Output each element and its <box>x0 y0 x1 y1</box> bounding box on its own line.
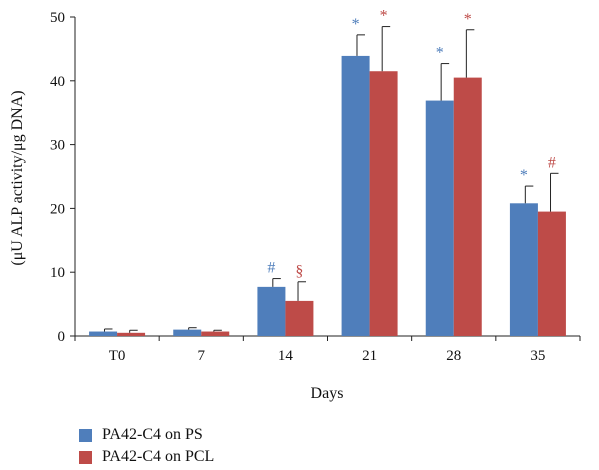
error-bars <box>103 26 559 333</box>
x-tick-label: 7 <box>198 348 206 364</box>
significance-marker: * <box>436 45 444 62</box>
y-tick-label: 40 <box>50 74 65 90</box>
x-tick-label: 35 <box>530 348 545 364</box>
significance-markers: # * * * § * * # <box>267 8 556 280</box>
significance-marker: # <box>548 154 556 171</box>
bar <box>341 55 370 336</box>
y-tick-label: 30 <box>50 138 65 154</box>
bar <box>173 329 202 336</box>
bar <box>89 331 118 336</box>
legend-item-ps: PA42-C4 on PS <box>79 424 214 446</box>
bar <box>509 203 538 336</box>
significance-marker: * <box>352 16 360 33</box>
legend: PA42-C4 on PS PA42-C4 on PCL <box>79 424 214 468</box>
x-tick-label: T0 <box>109 348 126 364</box>
bar <box>285 300 314 336</box>
significance-marker: § <box>295 263 303 280</box>
legend-swatch-ps <box>79 428 92 442</box>
bar <box>201 331 230 336</box>
chart-axes <box>74 17 580 337</box>
x-axis-title: Days <box>311 385 344 402</box>
x-tick-label: 21 <box>362 348 377 364</box>
significance-marker: # <box>267 260 275 277</box>
y-ticks: 0 10 20 30 40 50 <box>50 10 75 345</box>
bar <box>453 77 482 337</box>
bar-chart: 0 10 20 30 40 50 T0 7 14 21 28 35 # * * * § * * # Days (μ… <box>9 8 581 402</box>
legend-swatch-pcl <box>79 450 92 464</box>
significance-marker: * <box>520 167 528 184</box>
y-axis-title: (μU ALP activity/μg DNA) <box>9 90 26 265</box>
x-tick-label: 14 <box>278 348 294 364</box>
legend-label-pcl: PA42-C4 on PCL <box>102 448 215 465</box>
legend-item-pcl: PA42-C4 on PCL <box>79 446 214 468</box>
y-tick-label: 50 <box>50 10 65 26</box>
significance-marker: * <box>380 8 388 25</box>
bar <box>117 332 146 336</box>
y-tick-label: 10 <box>50 265 65 281</box>
y-tick-label: 0 <box>58 329 66 345</box>
bar <box>537 211 566 336</box>
y-tick-label: 20 <box>50 201 65 217</box>
bar <box>257 286 286 336</box>
x-ticks: T0 7 14 21 28 35 <box>74 336 581 364</box>
bar <box>425 100 454 336</box>
legend-label-ps: PA42-C4 on PS <box>102 426 203 443</box>
bar <box>369 71 398 336</box>
significance-marker: * <box>464 11 472 28</box>
x-tick-label: 28 <box>446 348 461 364</box>
bars <box>89 55 566 337</box>
